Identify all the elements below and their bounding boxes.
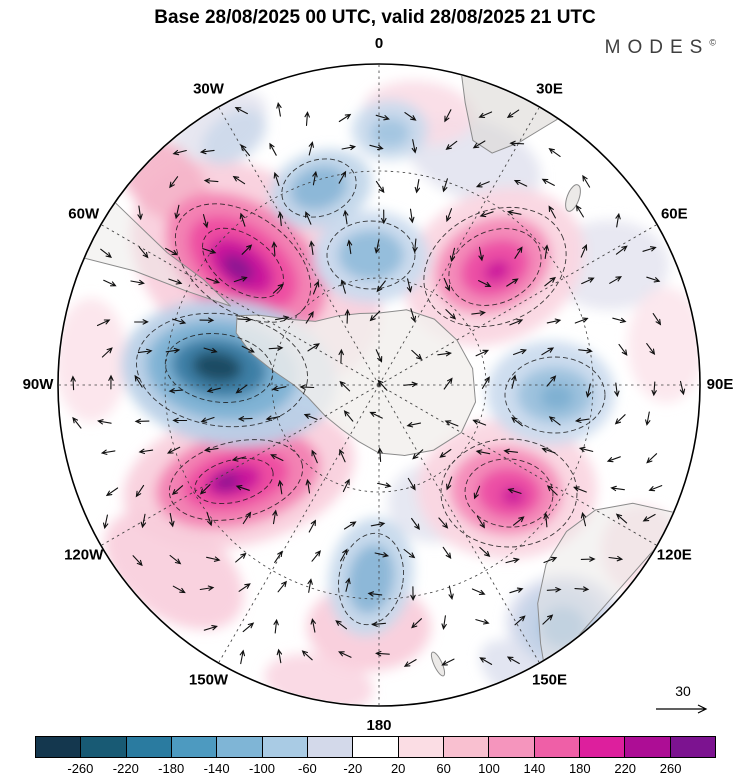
map-boundary (57, 63, 701, 707)
colorbar-label: -60 (297, 761, 317, 776)
colorbar-label: 60 (436, 761, 451, 776)
wind-vectors (70, 102, 686, 667)
colorbar-label: 100 (478, 761, 500, 776)
new-zealand-coastline (430, 651, 446, 677)
colorbar-label: -20 (343, 761, 363, 776)
colorbar-cell (36, 737, 82, 757)
lon-label-150E: 150E (532, 671, 567, 688)
colorbar-labels: -260 -220 -180 -140 -100 -60 -20 20 60 100 140 180 2… (35, 761, 716, 781)
colorbar-cell (217, 737, 263, 757)
colorbar-label: 260 (659, 761, 682, 776)
graticule (59, 65, 699, 705)
colorbar-label: 180 (568, 761, 591, 776)
lon-label-30E: 30E (536, 81, 563, 98)
lon-label-150W: 150W (189, 671, 229, 688)
copyright-symbol: © (709, 37, 716, 48)
colorbar-label: 140 (523, 761, 546, 776)
colorbar-cell (625, 737, 671, 757)
wind-ref-value: 30 (675, 683, 691, 699)
colorbar-cell (443, 737, 490, 757)
lon-label-0: 0 (375, 35, 383, 52)
colorbar-cell (670, 737, 715, 757)
colorbar-cell (262, 737, 308, 757)
colorbar-cell (579, 737, 626, 757)
chart-title: Base 28/08/2025 00 UTC, valid 28/08/2025… (154, 7, 596, 28)
polar-map: 0 30E 60E 90E 120E 150E 180 150W 120W 90W 60W 30W 30 (23, 35, 734, 733)
lon-label-60W: 60W (68, 205, 100, 222)
colorbar-cell (534, 737, 580, 757)
colorbar (35, 736, 716, 758)
colorbar-cell (489, 737, 535, 757)
lon-label-60E: 60E (661, 205, 688, 222)
lon-label-120W: 120W (64, 546, 104, 563)
colorbar-label: -140 (203, 761, 230, 776)
colorbar-label: -180 (158, 761, 185, 776)
colorbar-label: 220 (614, 761, 637, 776)
lon-label-90E: 90E (707, 376, 734, 393)
madagascar-coastline (565, 184, 581, 212)
colorbar-cell (126, 737, 172, 757)
colorbar-label: -260 (67, 761, 94, 776)
lon-label-120E: 120E (657, 546, 692, 563)
anomaly-contours (136, 158, 606, 626)
colorbar-cell (81, 737, 127, 757)
colorbar-cell (398, 737, 444, 757)
lon-label-180: 180 (366, 717, 391, 733)
lon-label-90W: 90W (23, 376, 55, 393)
colorbar-cell (353, 737, 399, 757)
colorbar-label: -220 (112, 761, 139, 776)
colorbar-label: 20 (390, 761, 406, 776)
lon-label-30W: 30W (193, 81, 225, 98)
colorbar-cell (307, 737, 354, 757)
colorbar-cell (171, 737, 218, 757)
modes-logo-text: MODES (604, 37, 710, 58)
modes-logo: MODES© (605, 37, 716, 59)
wind-ref-arrow (656, 704, 708, 714)
colorbar-label: -100 (248, 761, 276, 776)
